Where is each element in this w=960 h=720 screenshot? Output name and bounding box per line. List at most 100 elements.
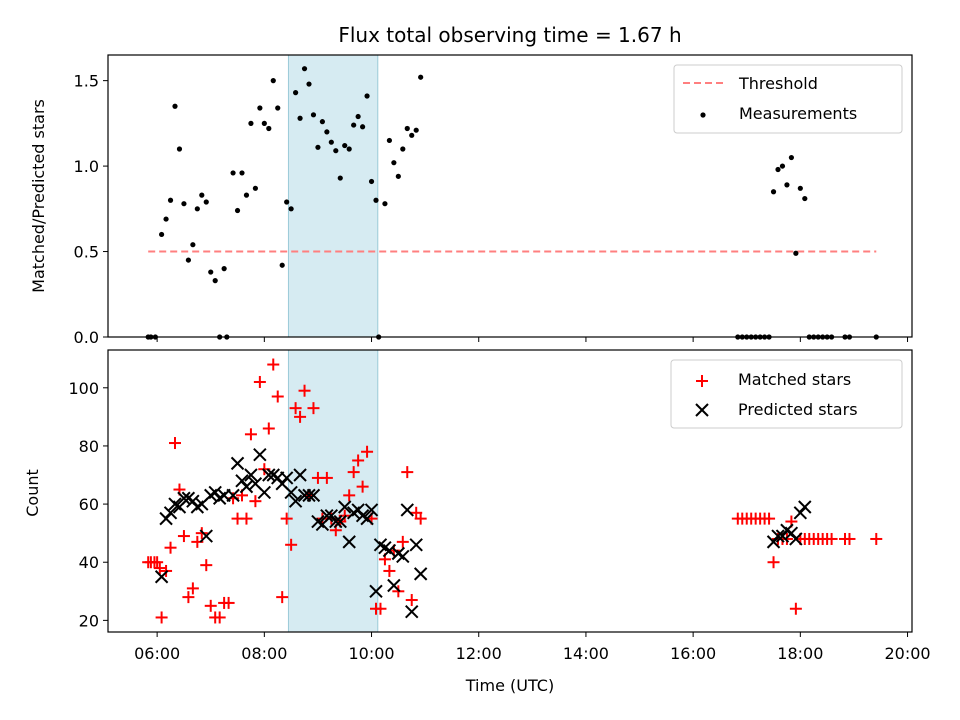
- predicted-legend-swatch: [695, 403, 709, 417]
- measurement-point: [234, 207, 241, 214]
- measurement-point: [248, 120, 254, 126]
- measurement-point: [324, 129, 330, 135]
- bottom-y-tick-label: 40: [79, 553, 99, 572]
- predicted-star-point: [329, 514, 343, 529]
- measurement-point: [190, 242, 196, 248]
- matched-star-point: [169, 437, 181, 450]
- predicted-star-point: [284, 485, 298, 500]
- x-tick-label: 14:00: [563, 644, 609, 663]
- measurement-point: [275, 105, 281, 111]
- measurement-point: [199, 192, 205, 198]
- measurement-point: [409, 132, 415, 138]
- matched-star-point: [298, 384, 311, 397]
- predicted-star-point: [369, 584, 383, 599]
- matched-star-point: [249, 495, 262, 508]
- matched-star-point: [289, 402, 302, 415]
- measurement-point: [386, 137, 392, 144]
- observing-window-span: [287, 349, 379, 633]
- measurement-point: [382, 201, 388, 207]
- matched-star-point: [276, 591, 289, 604]
- measurement-point: [167, 197, 174, 203]
- measurement-point: [301, 66, 308, 72]
- matched-star-point: [825, 532, 838, 545]
- measurement-point: [208, 269, 214, 275]
- predicted-star-point: [226, 488, 240, 503]
- measurement-point: [802, 195, 808, 202]
- measurement-point: [252, 185, 258, 191]
- matched-star-point: [213, 611, 226, 624]
- measurement-point: [413, 127, 419, 133]
- matched-star-point: [374, 602, 387, 615]
- matched-star-point: [153, 562, 166, 575]
- matched-star-point: [177, 530, 190, 543]
- matched-star-point: [870, 532, 883, 545]
- top-plot-frame: [107, 54, 913, 338]
- x-axis-label: Time (UTC): [465, 676, 554, 695]
- x-tick-label: 06:00: [134, 644, 180, 663]
- bottom-panel: 06:00 08:00 10:00 12:00 14:00 16:00 18:00 20:00…: [23, 349, 931, 695]
- bottom-x-ticks: 06:00 08:00 10:00 12:00 14:00 16:00 18:00 20:00: [134, 632, 931, 663]
- predicted-star-point: [199, 529, 213, 543]
- measurement-point: [212, 278, 218, 284]
- measurement-point: [266, 125, 272, 132]
- measurement-point: [297, 115, 303, 121]
- predicted-star-point: [177, 491, 191, 505]
- predicted-star-point: [413, 567, 428, 581]
- predicted-star-point: [230, 456, 245, 471]
- matched-star-point: [267, 358, 280, 371]
- measurement-point: [315, 144, 321, 150]
- x-tick-label: 18:00: [777, 644, 823, 663]
- measurement-point: [194, 206, 200, 212]
- measurement-point: [310, 112, 317, 118]
- bottom-y-tick-label: 20: [79, 611, 99, 630]
- matched-star-point: [767, 556, 780, 569]
- bottom-y-axis-label: Count: [23, 469, 42, 517]
- measurement-point: [163, 216, 169, 222]
- x-tick-label: 10:00: [348, 644, 394, 663]
- matched-star-point: [352, 454, 365, 467]
- matched-star-point: [182, 591, 195, 604]
- matched-star-point: [244, 428, 257, 441]
- predicted-legend-label: Predicted stars: [738, 400, 858, 419]
- bottom-y-tick-label: 100: [68, 379, 99, 398]
- measurement-point: [293, 90, 299, 96]
- measurement-point: [172, 103, 178, 109]
- matched-star-point: [204, 599, 217, 612]
- matched-star-point: [843, 532, 856, 545]
- measurement-point: [181, 201, 187, 207]
- measurements-legend-swatch: [700, 112, 706, 118]
- measurement-point: [784, 182, 790, 188]
- top-highlight-span: [287, 54, 379, 338]
- measurement-point: [775, 166, 781, 173]
- measurement-point: [284, 199, 290, 205]
- chart-title: Flux total observing time = 1.67 h: [338, 23, 681, 47]
- matched-star-point: [361, 445, 374, 458]
- bottom-legend-box: [670, 359, 903, 429]
- predicted-star-point: [364, 503, 379, 517]
- bottom-y-tick-label: 80: [79, 437, 99, 456]
- matched-star-point: [347, 466, 360, 479]
- top-panel: Flux total observing time = 1.67 h 0.00.…: [29, 23, 913, 347]
- measurement-point: [333, 148, 339, 154]
- bottom-points-layer: [142, 358, 883, 624]
- measurement-point: [797, 185, 803, 191]
- measurement-point: [319, 119, 325, 125]
- predicted-star-point: [382, 543, 397, 558]
- predicted-star-point: [342, 535, 356, 549]
- top-y-tick-label: 1.5: [74, 72, 99, 91]
- predicted-star-point: [163, 506, 178, 520]
- predicted-star-point: [771, 529, 785, 543]
- predicted-star-point: [400, 503, 414, 517]
- measurement-point: [400, 146, 406, 152]
- measurement-point: [239, 170, 245, 176]
- predicted-star-point: [279, 471, 294, 485]
- predicted-star-point: [253, 447, 267, 462]
- measurement-point: [279, 262, 285, 268]
- matched-star-point: [405, 594, 418, 607]
- measurement-point: [288, 206, 294, 212]
- top-y-tick-label: 0.5: [74, 243, 99, 262]
- predicted-star-point: [244, 468, 258, 482]
- predicted-star-point: [387, 578, 401, 593]
- bottom-plot-frame: [107, 349, 913, 633]
